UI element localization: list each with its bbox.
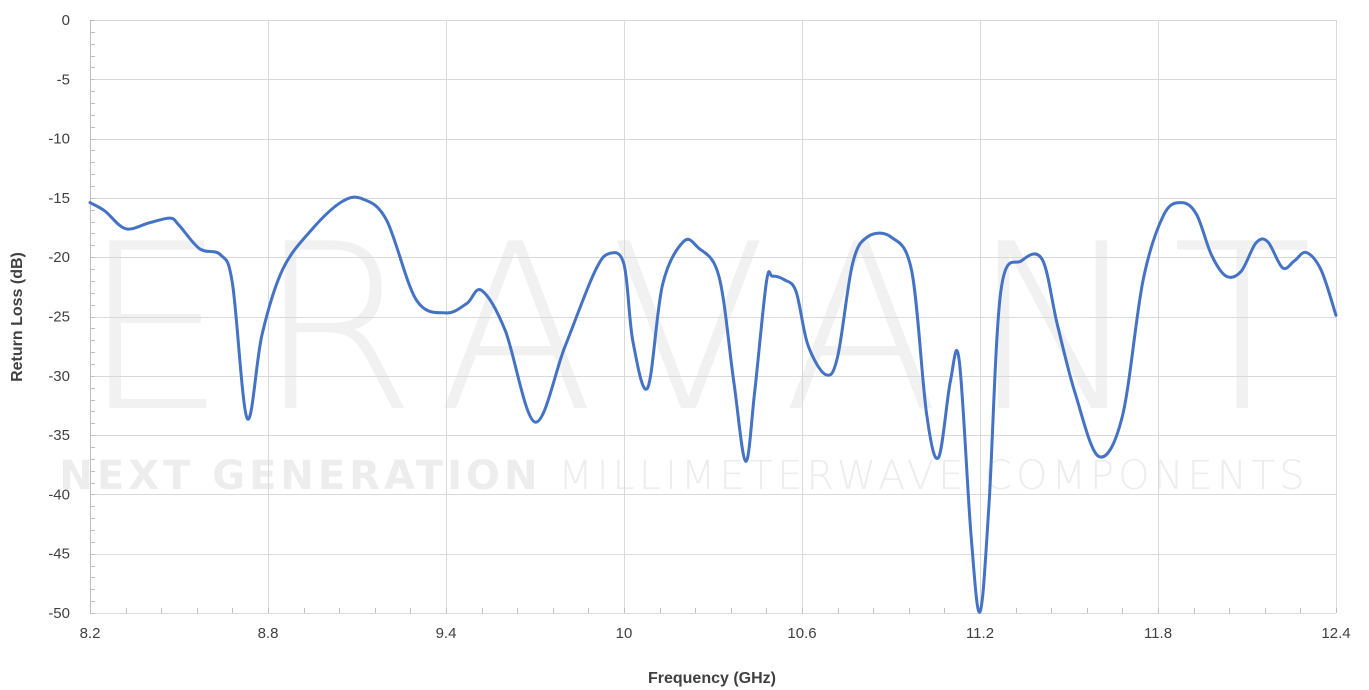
y-tick-label-1: -5: [57, 71, 70, 88]
x-tick-label-0: 8.2: [80, 625, 101, 642]
watermark: ERAVANT NEXT GENERATION MILLIMETERWAVE C…: [59, 196, 1343, 499]
return-loss-series-line: [88, 195, 1338, 614]
x-tick-label-4: 10.6: [787, 625, 816, 642]
watermark-tagline: NEXT GENERATION MILLIMETERWAVE COMPONENT…: [59, 453, 1308, 499]
y-tick-label-10: -50: [48, 605, 70, 622]
x-tick-label-2: 9.4: [436, 625, 457, 642]
x-axis-title: Frequency (GHz): [648, 670, 776, 687]
y-tick-label-4: -20: [48, 249, 70, 266]
y-tick-label-3: -15: [48, 190, 70, 207]
watermark-brand: ERAVANT: [82, 196, 1343, 463]
x-tick-labels: 8.2 8.8 9.4 10 10.6 11.2 11.8 12.4: [80, 625, 1351, 642]
y-tick-labels: 0 -5 -10 -15 -20 -25 -30 -35 -40 -45 -50: [48, 12, 70, 622]
y-tick-label-8: -40: [48, 486, 70, 503]
watermark-tagline-light: MILLIMETERWAVE COMPONENTS: [542, 453, 1309, 499]
y-axis-title: Return Loss (dB): [9, 252, 26, 382]
y-tick-label-0: 0: [62, 12, 70, 29]
x-tick-label-1: 8.8: [258, 625, 279, 642]
x-tick-label-5: 11.2: [966, 625, 994, 642]
y-tick-label-5: -25: [48, 309, 70, 326]
y-tick-label-7: -35: [48, 427, 70, 444]
y-tick-label-6: -30: [48, 368, 70, 385]
y-tick-label-9: -45: [48, 546, 70, 563]
y-tick-label-2: -10: [48, 131, 70, 148]
x-tick-label-3: 10: [616, 625, 633, 642]
watermark-tagline-bold: NEXT GENERATION: [59, 453, 541, 499]
x-tick-label-6: 11.8: [1144, 625, 1172, 642]
x-tick-label-7: 12.4: [1321, 625, 1350, 642]
